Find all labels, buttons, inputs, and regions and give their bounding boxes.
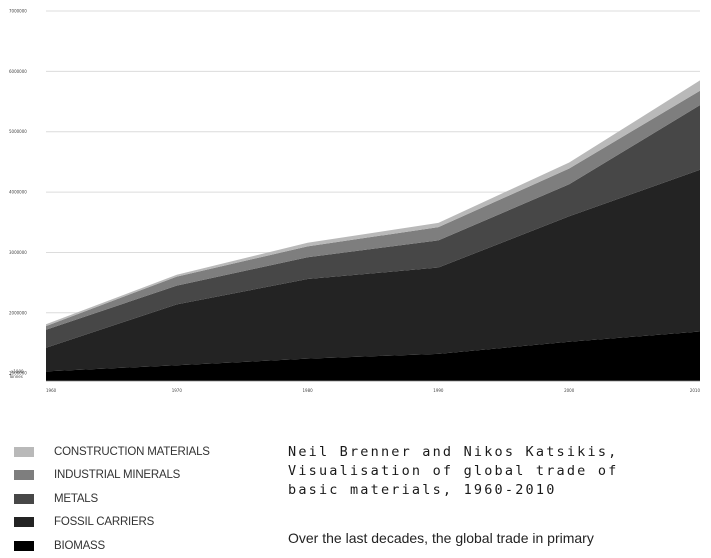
y-tick-label: 7000000: [9, 9, 27, 14]
y-tick-labels: 1000000 2000000 3000000 4000000 5000000 60000…: [9, 9, 27, 376]
area-biomass: [46, 331, 700, 381]
legend-swatch: [14, 493, 34, 504]
legend-swatch: [14, 446, 34, 457]
x-tick-label: 1970: [172, 388, 183, 393]
legend-swatch: [14, 470, 34, 481]
caption-title: Neil Brenner and Nikos Katsikis, Visuali…: [288, 443, 708, 500]
legend-label: METALS: [54, 492, 98, 505]
caption-title-line: Neil Brenner and Nikos Katsikis,: [288, 444, 619, 460]
legend-item-industrial-minerals: INDUSTRIAL MINERALS: [14, 464, 210, 488]
x-tick-label: 2010: [690, 388, 701, 393]
legend-item-metals: METALS: [14, 487, 210, 511]
x-tick-labels: 1960 1970 1980 1990 2000 2010: [46, 388, 700, 393]
legend-item-fossil-carriers: FOSSIL CARRIERS: [14, 511, 210, 535]
y-tick-label: 5000000: [9, 129, 27, 134]
stacked-area-chart: 1000000 2000000 3000000 4000000 5000000 60000…: [8, 9, 700, 393]
area-metals: [46, 105, 700, 348]
area-fossil-carriers: [46, 169, 700, 372]
y-unit-label-line1: x1000: [11, 369, 24, 374]
y-unit-label-line2: Tonnes: [8, 374, 23, 379]
legend-item-biomass: BIOMASS: [14, 534, 210, 558]
legend: CONSTRUCTION MATERIALS INDUSTRIAL MINERA…: [14, 440, 210, 558]
x-tick-label: 1960: [46, 388, 57, 393]
area-series: [46, 80, 700, 381]
y-tick-label: 4000000: [9, 190, 27, 195]
x-tick-label: 1990: [433, 388, 444, 393]
caption-title-line: basic materials, 1960-2010: [288, 482, 557, 498]
y-tick-label: 3000000: [9, 250, 27, 255]
area-industrial-minerals: [46, 90, 700, 330]
x-tick-label: 1980: [303, 388, 314, 393]
y-tick-label: 1000000: [9, 371, 27, 376]
caption-body-text: Over the last decades, the global trade …: [288, 530, 594, 546]
y-tick-label: 2000000: [9, 310, 27, 315]
legend-label: INDUSTRIAL MINERALS: [54, 469, 181, 482]
legend-swatch: [14, 540, 34, 551]
x-tick-label: 2000: [564, 388, 575, 393]
legend-label: FOSSIL CARRIERS: [54, 516, 155, 529]
legend-label: BIOMASS: [54, 539, 106, 552]
legend-item-construction-materials: CONSTRUCTION MATERIALS: [14, 440, 210, 464]
y-tick-label: 6000000: [9, 69, 27, 74]
legend-label: CONSTRUCTION MATERIALS: [54, 445, 210, 458]
legend-swatch: [14, 517, 34, 528]
caption-title-line: Visualisation of global trade of: [288, 463, 619, 479]
